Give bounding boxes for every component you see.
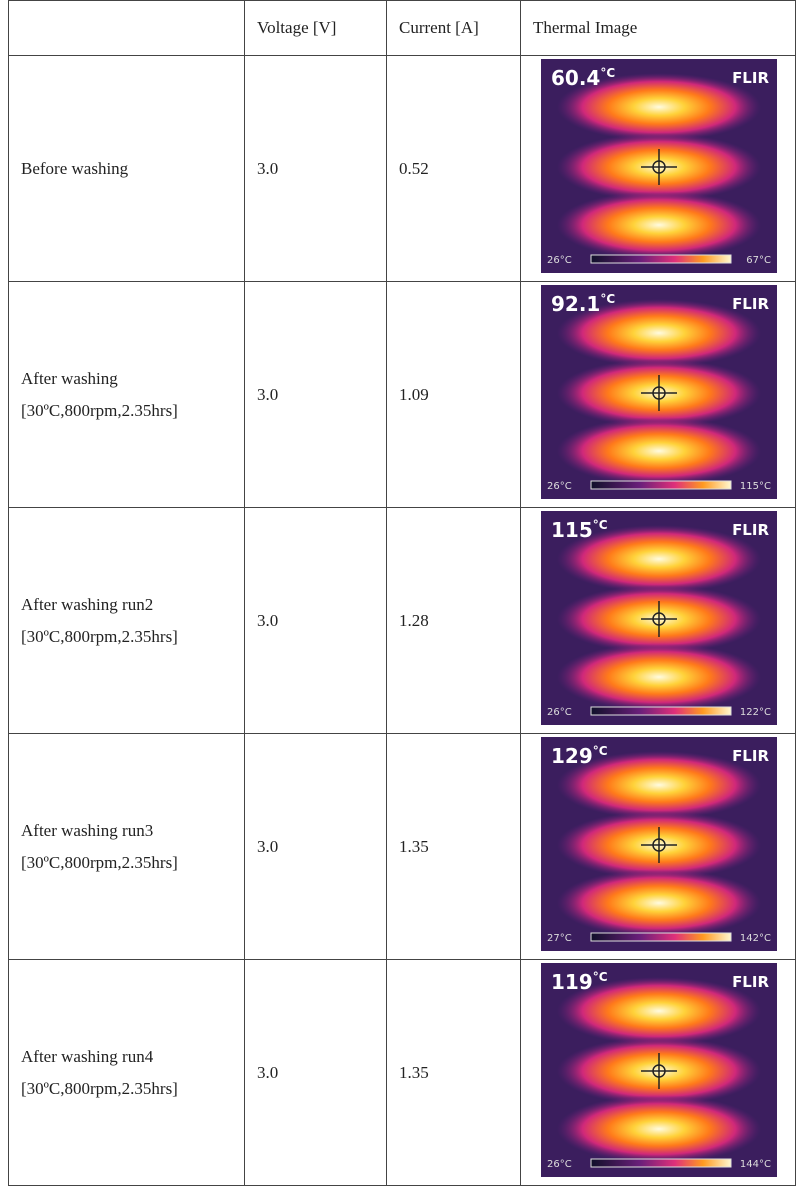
current-cell: 0.52	[386, 55, 521, 282]
max-temp-value: 119	[551, 970, 593, 994]
row-label: After washing run2	[21, 594, 154, 614]
current-cell: 1.09	[386, 281, 521, 508]
current-cell: 1.35	[386, 733, 521, 960]
scale-min: 26°C	[547, 707, 572, 718]
header-row: Voltage [V] Current [A] Thermal Image	[8, 0, 796, 56]
scale-bar	[590, 706, 732, 716]
crosshair	[652, 1064, 666, 1078]
heat-blob	[557, 417, 761, 485]
label-cell: After washing [30ºC,800rpm,2.35hrs]	[8, 281, 245, 508]
thermal-image: 60.4°C FLIR 26°C 67°C	[541, 59, 777, 273]
image-cell: 115°C FLIR 26°C 122°C	[520, 507, 796, 734]
crosshair	[652, 838, 666, 852]
heat-blob	[557, 643, 761, 711]
max-temp-value: 115	[551, 518, 593, 542]
max-temp-value: 92.1	[551, 292, 600, 316]
heat-blob	[557, 299, 761, 367]
data-row: After washing [30ºC,800rpm,2.35hrs] 3.0 1.0…	[8, 281, 796, 508]
image-cell: 92.1°C FLIR 26°C 115°C	[520, 281, 796, 508]
max-temp-unit: °C	[600, 66, 615, 80]
table-body: Voltage [V] Current [A] Thermal Image Befor…	[8, 0, 796, 1186]
heat-blob	[557, 977, 761, 1045]
scale-min: 26°C	[547, 255, 572, 266]
heat-blob	[557, 73, 761, 141]
max-temp: 115°C	[551, 518, 608, 542]
header-cell	[8, 0, 245, 56]
thermal-image: 115°C FLIR 26°C 122°C	[541, 511, 777, 725]
max-temp-value: 129	[551, 744, 593, 768]
results-table: Voltage [V] Current [A] Thermal Image Befor…	[8, 0, 796, 1186]
scale-min: 26°C	[547, 1159, 572, 1170]
max-temp-unit: °C	[593, 744, 608, 758]
scale-max: 67°C	[746, 255, 771, 266]
brand: FLIR	[732, 747, 769, 765]
max-temp: 119°C	[551, 970, 608, 994]
data-row: After washing run2 [30ºC,800rpm,2.35hrs] 3…	[8, 507, 796, 734]
max-temp-unit: °C	[593, 518, 608, 532]
row-label: [30ºC,800rpm,2.35hrs]	[21, 1078, 178, 1098]
scale-max: 144°C	[740, 1159, 771, 1170]
scale-bar	[590, 254, 732, 264]
voltage-cell: 3.0	[244, 959, 387, 1186]
thermal-image: 119°C FLIR 26°C 144°C	[541, 963, 777, 1177]
row-label: After washing run3	[21, 820, 154, 840]
header-cell: Thermal Image	[520, 0, 796, 56]
current-cell: 1.28	[386, 507, 521, 734]
image-cell: 119°C FLIR 26°C 144°C	[520, 959, 796, 1186]
crosshair	[652, 612, 666, 626]
scale-bar	[590, 1158, 732, 1168]
brand: FLIR	[732, 295, 769, 313]
voltage-cell: 3.0	[244, 507, 387, 734]
scale-max: 115°C	[740, 481, 771, 492]
brand: FLIR	[732, 521, 769, 539]
row-label: Before washing	[21, 158, 129, 178]
data-row: After washing run3 [30ºC,800rpm,2.35hrs] 3…	[8, 733, 796, 960]
heat-blob	[557, 191, 761, 259]
data-row: After washing run4 [30ºC,800rpm,2.35hrs] 3…	[8, 959, 796, 1186]
max-temp-unit: °C	[593, 970, 608, 984]
scale-max: 142°C	[740, 933, 771, 944]
max-temp: 92.1°C	[551, 292, 615, 316]
row-label: After washing run4	[21, 1046, 154, 1066]
crosshair	[652, 160, 666, 174]
scale-max: 122°C	[740, 707, 771, 718]
crosshair	[652, 386, 666, 400]
heat-blob	[557, 1095, 761, 1163]
label-cell: After washing run3 [30ºC,800rpm,2.35hrs]	[8, 733, 245, 960]
current-cell: 1.35	[386, 959, 521, 1186]
header-cell: Voltage [V]	[244, 0, 387, 56]
header-cell: Current [A]	[386, 0, 521, 56]
label-cell: After washing run2 [30ºC,800rpm,2.35hrs]	[8, 507, 245, 734]
heat-blob	[557, 869, 761, 937]
row-label: After washing	[21, 368, 118, 388]
scale-min: 27°C	[547, 933, 572, 944]
row-label: [30ºC,800rpm,2.35hrs]	[21, 626, 178, 646]
max-temp: 129°C	[551, 744, 608, 768]
max-temp: 60.4°C	[551, 66, 615, 90]
scale-bar	[590, 480, 732, 490]
row-label: [30ºC,800rpm,2.35hrs]	[21, 852, 178, 872]
label-cell: After washing run4 [30ºC,800rpm,2.35hrs]	[8, 959, 245, 1186]
row-label: [30ºC,800rpm,2.35hrs]	[21, 400, 178, 420]
image-cell: 60.4°C FLIR 26°C 67°C	[520, 55, 796, 282]
scale-min: 26°C	[547, 481, 572, 492]
voltage-cell: 3.0	[244, 733, 387, 960]
label-cell: Before washing	[8, 55, 245, 282]
voltage-cell: 3.0	[244, 55, 387, 282]
thermal-image: 129°C FLIR 27°C 142°C	[541, 737, 777, 951]
voltage-cell: 3.0	[244, 281, 387, 508]
max-temp-unit: °C	[600, 292, 615, 306]
heat-blob	[557, 525, 761, 593]
data-row: Before washing 3.0 0.52 60.4°C FLIR 26°C 67°C	[8, 55, 796, 282]
brand: FLIR	[732, 973, 769, 991]
image-cell: 129°C FLIR 27°C 142°C	[520, 733, 796, 960]
scale-bar	[590, 932, 732, 942]
thermal-image: 92.1°C FLIR 26°C 115°C	[541, 285, 777, 499]
max-temp-value: 60.4	[551, 66, 600, 90]
heat-blob	[557, 751, 761, 819]
brand: FLIR	[732, 69, 769, 87]
